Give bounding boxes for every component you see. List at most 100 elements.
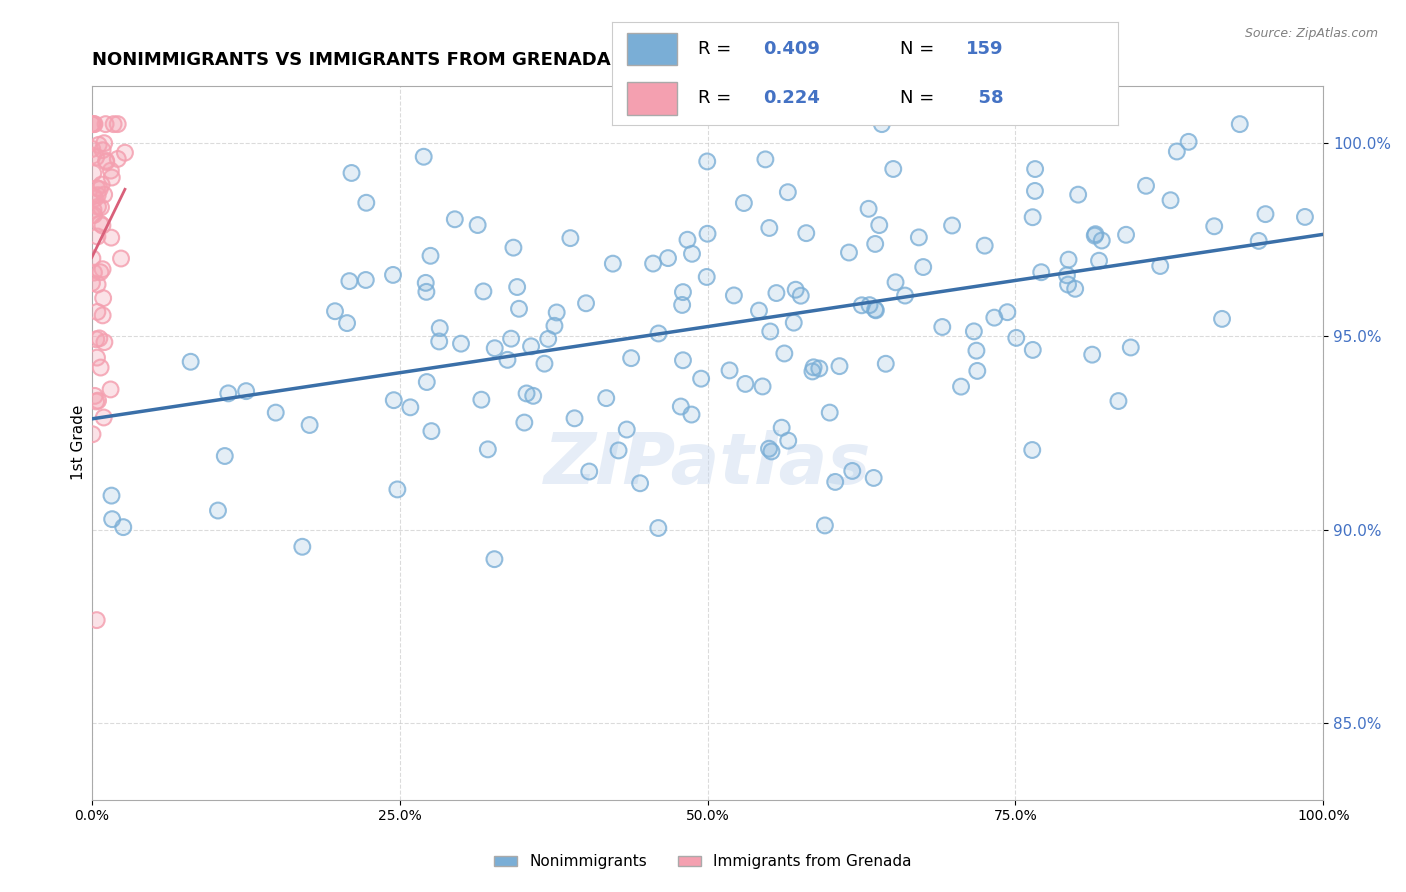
Point bbox=[107, 117, 129, 131]
Text: NONIMMIGRANTS VS IMMIGRANTS FROM GRENADA 1ST GRADE CORRELATION CHART: NONIMMIGRANTS VS IMMIGRANTS FROM GRENADA… bbox=[91, 51, 952, 69]
Point bbox=[1254, 207, 1277, 221]
Point bbox=[100, 230, 122, 244]
Point bbox=[851, 298, 873, 312]
Point bbox=[1160, 193, 1182, 207]
Point bbox=[100, 163, 122, 178]
Point bbox=[235, 384, 257, 398]
Text: 0.409: 0.409 bbox=[763, 40, 820, 58]
Point bbox=[616, 423, 638, 437]
Point bbox=[1119, 341, 1142, 355]
Point bbox=[110, 252, 132, 266]
Point bbox=[758, 221, 780, 235]
Point bbox=[1021, 442, 1043, 457]
Point bbox=[420, 424, 443, 438]
Point bbox=[291, 540, 314, 554]
Point bbox=[1005, 331, 1028, 345]
Point bbox=[93, 410, 115, 425]
Point bbox=[91, 309, 114, 323]
Point bbox=[354, 273, 377, 287]
Point bbox=[672, 285, 695, 299]
Point bbox=[765, 286, 787, 301]
Point bbox=[214, 449, 236, 463]
Point bbox=[82, 142, 104, 156]
Point bbox=[484, 552, 506, 566]
Point bbox=[217, 386, 239, 401]
Point bbox=[696, 269, 718, 284]
Point bbox=[1057, 277, 1080, 292]
Point bbox=[965, 343, 987, 358]
Point bbox=[83, 208, 105, 222]
Text: 0.224: 0.224 bbox=[763, 89, 820, 107]
Point bbox=[83, 266, 105, 280]
Point bbox=[82, 189, 104, 203]
Point bbox=[112, 520, 135, 534]
Point bbox=[1084, 228, 1107, 243]
Point bbox=[323, 304, 346, 318]
Point bbox=[761, 444, 783, 458]
Point bbox=[91, 291, 114, 305]
Point bbox=[696, 269, 718, 284]
Point bbox=[107, 152, 129, 166]
Point bbox=[894, 288, 917, 302]
Point bbox=[537, 332, 560, 346]
Point bbox=[1064, 282, 1087, 296]
Point bbox=[336, 316, 359, 330]
Point bbox=[1149, 259, 1171, 273]
Point bbox=[533, 357, 555, 371]
Point bbox=[734, 376, 756, 391]
Point bbox=[814, 518, 837, 533]
Point bbox=[337, 274, 360, 288]
Point bbox=[759, 325, 782, 339]
Point bbox=[83, 202, 105, 217]
Point bbox=[86, 277, 108, 292]
Point bbox=[723, 288, 745, 302]
Point bbox=[83, 208, 105, 222]
Point bbox=[718, 363, 741, 377]
Point bbox=[87, 393, 110, 408]
Point bbox=[382, 393, 405, 408]
Point bbox=[778, 434, 800, 448]
Point bbox=[647, 326, 669, 341]
Point bbox=[235, 384, 257, 398]
Point bbox=[207, 503, 229, 517]
Point bbox=[80, 117, 103, 131]
Point bbox=[672, 353, 695, 368]
Point bbox=[912, 260, 935, 274]
Point bbox=[808, 361, 831, 376]
Point bbox=[696, 227, 718, 241]
Point bbox=[1056, 268, 1078, 283]
Point bbox=[443, 212, 465, 227]
Point bbox=[83, 117, 105, 131]
Point bbox=[502, 241, 524, 255]
Point bbox=[91, 309, 114, 323]
Point bbox=[1024, 162, 1046, 177]
Point bbox=[101, 512, 124, 526]
Point bbox=[882, 161, 904, 176]
Point bbox=[496, 352, 519, 367]
Point bbox=[90, 178, 112, 192]
Point bbox=[841, 464, 863, 478]
Point bbox=[87, 393, 110, 408]
Point bbox=[759, 325, 782, 339]
Point bbox=[86, 181, 108, 195]
Point bbox=[83, 389, 105, 403]
Point bbox=[443, 212, 465, 227]
Point bbox=[427, 334, 450, 349]
Point bbox=[1211, 312, 1233, 326]
Point bbox=[1204, 219, 1226, 234]
Point bbox=[1135, 178, 1157, 193]
Point bbox=[607, 443, 630, 458]
Point bbox=[82, 252, 104, 266]
Point bbox=[354, 273, 377, 287]
Point bbox=[1005, 331, 1028, 345]
Point bbox=[100, 383, 122, 397]
FancyBboxPatch shape bbox=[627, 33, 678, 65]
Point bbox=[506, 280, 529, 294]
Point bbox=[1081, 348, 1104, 362]
Point bbox=[207, 503, 229, 517]
Point bbox=[87, 200, 110, 214]
Point bbox=[82, 252, 104, 266]
Point bbox=[83, 117, 105, 131]
Point bbox=[672, 353, 695, 368]
Point bbox=[773, 346, 796, 360]
